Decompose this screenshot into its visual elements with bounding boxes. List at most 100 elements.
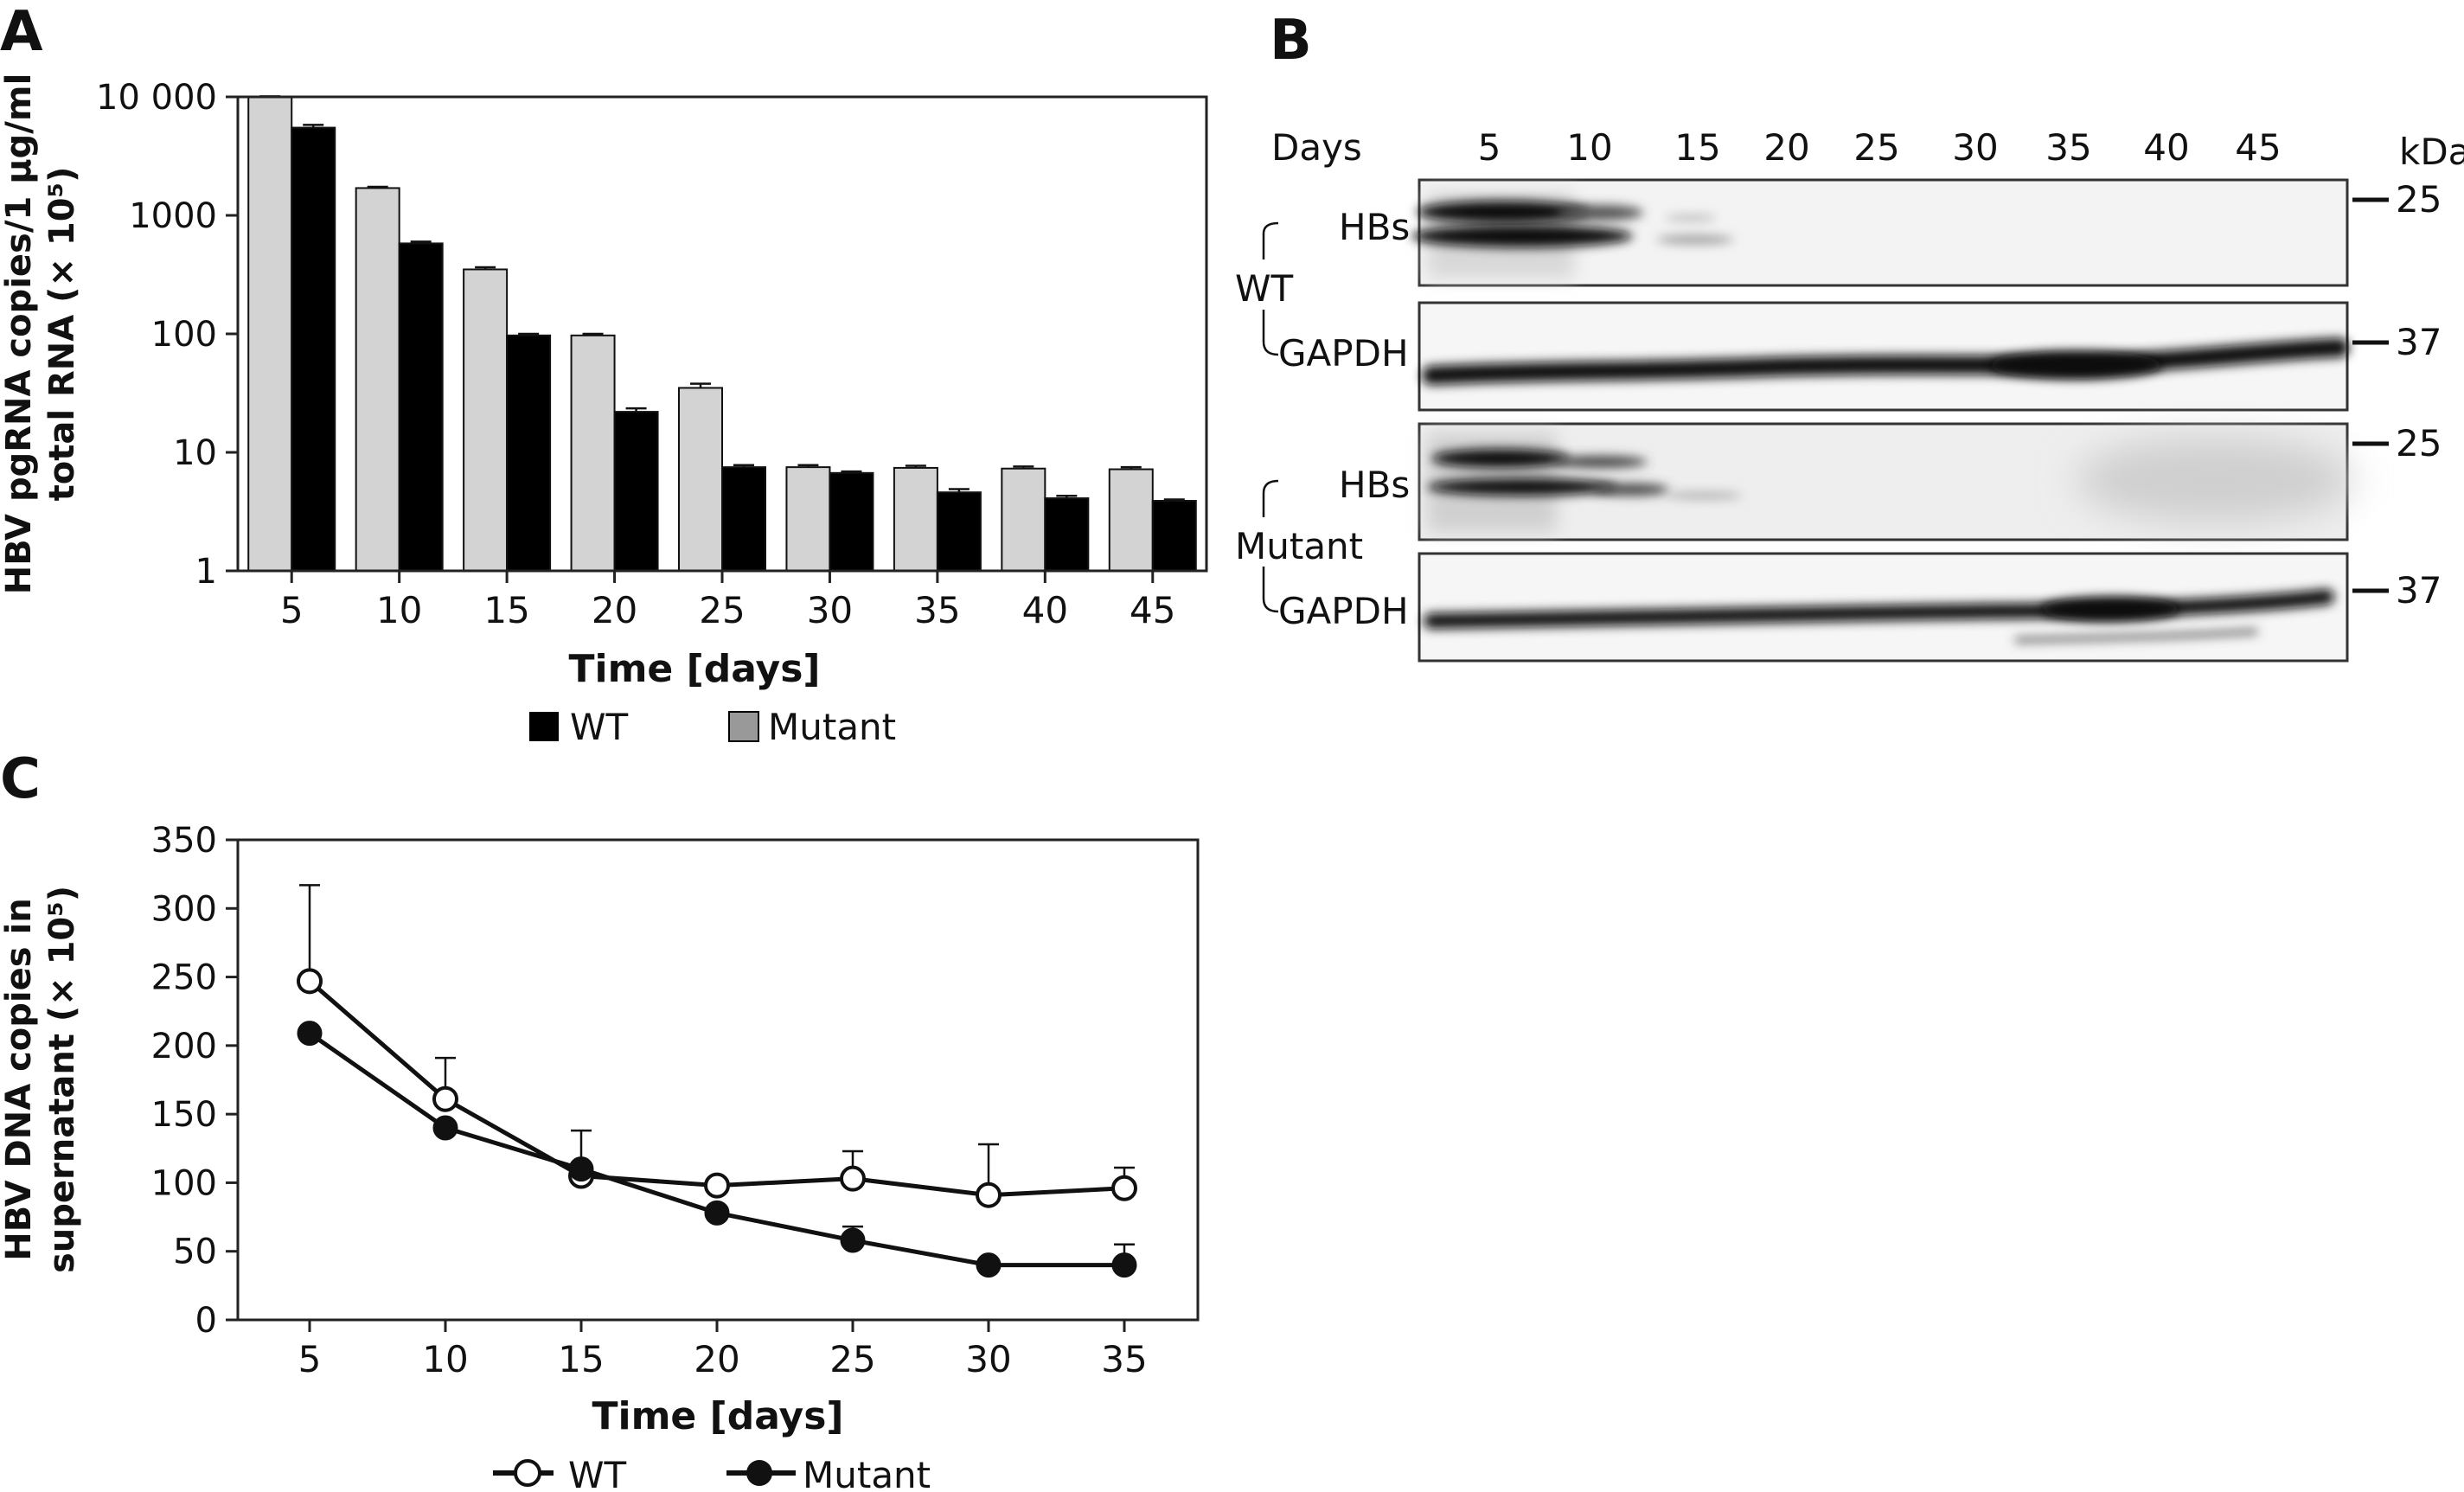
blot-day-label: 35 [2045, 126, 2091, 169]
legend-label-wt: WT [568, 1454, 627, 1492]
chart-c-y-ticks: 0 50 100 150 200 250 300 350 [151, 821, 238, 1341]
bar-mutant [463, 268, 509, 572]
data-point-wt [297, 968, 323, 995]
blot-day-label: 10 [1566, 126, 1612, 169]
x-tick-label: 10 [376, 589, 422, 631]
blot-group-label-mutant: Mutant [1235, 525, 1363, 567]
legend-label-mutant: Mutant [768, 706, 896, 748]
data-point-wt [1111, 1175, 1137, 1201]
legend-marker-wt [514, 1459, 541, 1487]
x-tick-label: 20 [694, 1338, 739, 1380]
bar-wt [398, 242, 444, 572]
chart-a-x-axis-label: Time [days] [568, 647, 820, 691]
x-tick-label: 25 [829, 1338, 875, 1380]
x-tick-label: 35 [1101, 1338, 1147, 1380]
blot-day-label: 30 [1952, 126, 1998, 169]
data-point-wt [840, 1165, 866, 1192]
kda-marker-label: 37 [2396, 569, 2442, 612]
bar-mutant [1108, 468, 1154, 573]
chart-c-y-axis-label-line2: supernatant (× 10⁵) [42, 886, 82, 1273]
blot-band-label-mutant-hbs: HBs [1339, 464, 1410, 506]
panel-label-a: A [0, 0, 43, 64]
data-point-wt [704, 1172, 730, 1199]
data-point-wt [432, 1085, 458, 1112]
chart-a-legend: WT Mutant [529, 706, 896, 748]
data-point-mutant [976, 1252, 1002, 1278]
blot-strip-wt-hbs [1411, 178, 2349, 287]
x-tick-label: 45 [1130, 589, 1175, 631]
data-point-mutant [568, 1156, 594, 1182]
x-tick-label: 25 [699, 589, 745, 631]
y-tick-label: 200 [151, 1027, 217, 1066]
legend-swatch-mutant [728, 711, 759, 742]
chart-c-y-axis-label-line1: HBV DNA copies in [0, 898, 39, 1260]
chart-a-errorbars [259, 95, 1185, 502]
x-tick-label: 30 [965, 1338, 1011, 1380]
chart-a-y-axis-label-line1: HBV pgRNA copies/1 µg/ml [0, 74, 39, 595]
data-point-mutant [297, 1021, 323, 1047]
blot-band-label-wt-hbs: HBs [1339, 206, 1410, 248]
bar-mutant [355, 187, 400, 572]
chart-c-legend: WT Mutant [493, 1454, 931, 1492]
blot-band-label-mutant-gapdh: GAPDH [1278, 590, 1409, 632]
data-point-wt [976, 1181, 1002, 1208]
bar-mutant [570, 334, 616, 572]
bar-wt [291, 126, 336, 572]
x-tick-label: 10 [422, 1338, 468, 1380]
bracket-wt-top [1262, 221, 1279, 259]
x-tick-label: 40 [1022, 589, 1068, 631]
bar-mutant [247, 96, 293, 572]
y-tick-label: 300 [151, 889, 217, 929]
x-tick-label: 20 [592, 589, 637, 631]
chart-c-plot-frame [236, 838, 1200, 1322]
western-blot: Days 5 10 15 20 25 30 35 40 45 kDa [1235, 126, 2464, 663]
chart-c: 0 50 100 150 200 250 300 350 5 10 15 20 25 30 35 Time… [0, 821, 1200, 1492]
blot-day-label: 20 [1763, 126, 1809, 169]
chart-a-bars [247, 96, 1197, 573]
kda-marker-label: 25 [2396, 178, 2442, 221]
blot-days-label: Days [1271, 126, 1362, 169]
chart-c-x-axis-label: Time [days] [592, 1394, 843, 1438]
chart-c-x-ticks: 5 10 15 20 25 30 35 [298, 1320, 1148, 1380]
bar-wt [721, 466, 766, 572]
bar-mutant [1001, 467, 1046, 573]
y-tick-label: 350 [151, 821, 217, 861]
blot-day-label: 15 [1674, 126, 1720, 169]
data-point-mutant [840, 1227, 866, 1253]
kda-marker-label: 37 [2396, 321, 2442, 363]
legend-marker-mutant [746, 1460, 772, 1486]
blot-day-label: 25 [1853, 126, 1899, 169]
bar-wt [829, 471, 874, 573]
y-tick-label: 1000 [129, 196, 217, 236]
bar-mutant [893, 466, 938, 573]
blot-day-label: 5 [1478, 126, 1501, 169]
y-tick-label: 100 [151, 1163, 217, 1203]
y-tick-label: 250 [151, 958, 217, 998]
chart-c-series [297, 884, 1137, 1278]
chart-a-y-ticks: 10 000 1000 100 10 1 [96, 78, 238, 592]
bar-wt [613, 411, 659, 573]
blot-kda-label: kDa [2399, 131, 2464, 173]
chart-a-y-axis-label-line2: total RNA (× 10⁵) [42, 167, 82, 502]
kda-marker-label: 25 [2396, 422, 2442, 464]
bracket-mutant-top [1262, 479, 1279, 517]
x-tick-label: 5 [280, 589, 304, 631]
y-tick-label: 1 [195, 552, 217, 592]
data-point-mutant [704, 1200, 730, 1226]
bracket-wt-bottom [1262, 310, 1279, 356]
y-tick-label: 150 [151, 1095, 217, 1135]
blot-group-label-wt: WT [1235, 267, 1294, 310]
x-tick-label: 15 [483, 589, 529, 631]
x-tick-label: 5 [298, 1338, 322, 1380]
data-point-mutant [432, 1115, 458, 1141]
y-tick-label: 10 [173, 433, 217, 473]
blot-day-label: 40 [2143, 126, 2189, 169]
legend-label-wt: WT [570, 706, 629, 748]
x-tick-label: 35 [914, 589, 960, 631]
blot-day-labels: 5 10 15 20 25 30 35 40 45 [1478, 126, 2282, 169]
data-point-mutant [1111, 1252, 1137, 1278]
bar-wt [1044, 497, 1090, 572]
blot-day-label: 45 [2235, 126, 2281, 169]
panel-label-c: C [0, 747, 41, 811]
